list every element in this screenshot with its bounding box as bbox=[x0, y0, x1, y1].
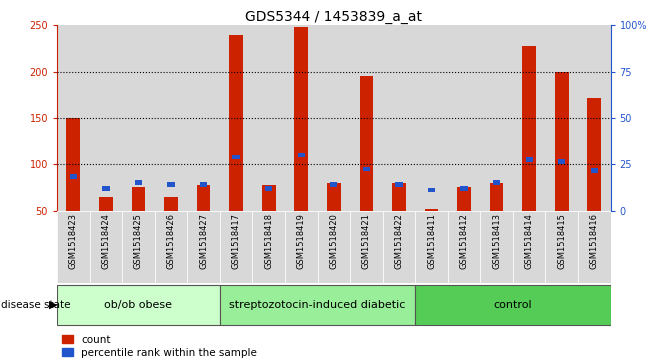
Bar bbox=[57, 25, 90, 211]
Bar bbox=[265, 186, 272, 191]
Bar bbox=[480, 211, 513, 283]
Text: control: control bbox=[494, 300, 532, 310]
Text: GSM1518423: GSM1518423 bbox=[69, 213, 78, 269]
Bar bbox=[285, 25, 317, 211]
Text: GSM1518413: GSM1518413 bbox=[492, 213, 501, 269]
Text: GSM1518417: GSM1518417 bbox=[231, 213, 241, 269]
Bar bbox=[122, 25, 155, 211]
Bar bbox=[428, 188, 435, 192]
Text: GSM1518421: GSM1518421 bbox=[362, 213, 371, 269]
Bar bbox=[155, 25, 187, 211]
Bar bbox=[102, 186, 109, 191]
Bar bbox=[350, 211, 382, 283]
Bar bbox=[578, 25, 611, 211]
Bar bbox=[197, 185, 211, 211]
Bar bbox=[415, 211, 448, 283]
Bar bbox=[448, 25, 480, 211]
Bar bbox=[187, 25, 220, 211]
Bar bbox=[558, 159, 566, 164]
Bar bbox=[360, 76, 373, 211]
Bar bbox=[220, 285, 415, 325]
Bar bbox=[382, 211, 415, 283]
Text: GSM1518415: GSM1518415 bbox=[557, 213, 566, 269]
Text: ▶: ▶ bbox=[49, 300, 58, 310]
Bar bbox=[330, 182, 338, 187]
Bar bbox=[252, 25, 285, 211]
Bar bbox=[122, 211, 155, 283]
Bar bbox=[363, 167, 370, 171]
Bar bbox=[285, 211, 317, 283]
Bar bbox=[187, 211, 220, 283]
Bar bbox=[220, 211, 252, 283]
Bar bbox=[546, 211, 578, 283]
Bar bbox=[135, 180, 142, 185]
Title: GDS5344 / 1453839_a_at: GDS5344 / 1453839_a_at bbox=[246, 11, 422, 24]
Text: GSM1518412: GSM1518412 bbox=[460, 213, 468, 269]
Bar bbox=[590, 168, 598, 173]
Legend: count, percentile rank within the sample: count, percentile rank within the sample bbox=[62, 335, 257, 358]
Bar bbox=[232, 155, 240, 159]
Text: streptozotocin-induced diabetic: streptozotocin-induced diabetic bbox=[229, 300, 406, 310]
Bar bbox=[522, 46, 536, 211]
Text: GSM1518411: GSM1518411 bbox=[427, 213, 436, 269]
Bar bbox=[252, 211, 285, 283]
Bar bbox=[70, 174, 77, 179]
Text: GSM1518424: GSM1518424 bbox=[101, 213, 111, 269]
Bar bbox=[90, 25, 122, 211]
Bar bbox=[490, 183, 503, 211]
Bar bbox=[546, 25, 578, 211]
Bar bbox=[298, 153, 305, 157]
Bar bbox=[327, 183, 341, 211]
Bar bbox=[90, 211, 122, 283]
Text: GSM1518420: GSM1518420 bbox=[329, 213, 338, 269]
Text: ob/ob obese: ob/ob obese bbox=[105, 300, 172, 310]
Bar bbox=[415, 25, 448, 211]
Bar bbox=[460, 186, 468, 191]
Text: disease state: disease state bbox=[1, 300, 71, 310]
Bar bbox=[513, 211, 546, 283]
Bar bbox=[578, 211, 611, 283]
Text: GSM1518414: GSM1518414 bbox=[525, 213, 533, 269]
Bar bbox=[262, 185, 276, 211]
Text: GSM1518426: GSM1518426 bbox=[166, 213, 176, 269]
Bar bbox=[395, 182, 403, 187]
Bar bbox=[57, 285, 220, 325]
Bar bbox=[457, 187, 471, 211]
Bar bbox=[57, 211, 90, 283]
Bar bbox=[525, 157, 533, 162]
Bar bbox=[155, 211, 187, 283]
Bar bbox=[317, 211, 350, 283]
Text: GSM1518419: GSM1518419 bbox=[297, 213, 306, 269]
Bar bbox=[295, 27, 308, 211]
Bar bbox=[164, 197, 178, 211]
Bar bbox=[350, 25, 382, 211]
Bar bbox=[480, 25, 513, 211]
Text: GSM1518422: GSM1518422 bbox=[395, 213, 403, 269]
Text: GSM1518416: GSM1518416 bbox=[590, 213, 599, 269]
Bar bbox=[382, 25, 415, 211]
Bar bbox=[200, 182, 207, 187]
Text: GSM1518418: GSM1518418 bbox=[264, 213, 273, 269]
Bar bbox=[448, 211, 480, 283]
Bar bbox=[167, 182, 174, 187]
Bar bbox=[229, 35, 243, 211]
Bar bbox=[513, 25, 546, 211]
Bar bbox=[588, 98, 601, 211]
Bar bbox=[493, 180, 501, 185]
Bar bbox=[415, 285, 611, 325]
Bar bbox=[425, 209, 438, 211]
Bar bbox=[317, 25, 350, 211]
Text: GSM1518425: GSM1518425 bbox=[134, 213, 143, 269]
Bar bbox=[220, 25, 252, 211]
Bar bbox=[132, 187, 146, 211]
Bar bbox=[99, 197, 113, 211]
Bar bbox=[555, 72, 568, 211]
Bar bbox=[66, 118, 80, 211]
Bar bbox=[392, 183, 406, 211]
Text: GSM1518427: GSM1518427 bbox=[199, 213, 208, 269]
